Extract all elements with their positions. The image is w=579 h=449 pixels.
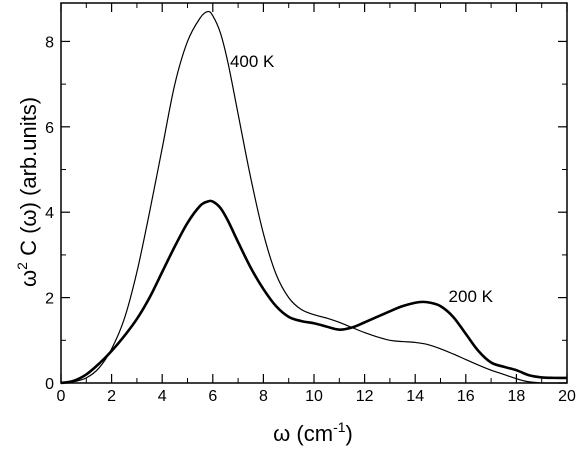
ticks-layer: 0 2 4 6 8 10 12 14 16 18 20 0 2 4 6 8 [45,3,576,405]
x-tick-label: 16 [457,388,475,405]
y-axis-title-superscript: 2 [14,262,30,270]
x-tick-label: 14 [406,388,424,405]
x-tick-label: 8 [259,388,268,405]
x-tick-label: 2 [107,388,116,405]
plot-frame [60,2,568,384]
x-tick-label: 20 [558,388,576,405]
x-tick-label: 6 [208,388,217,405]
y-tick-label: 6 [45,120,54,137]
y-axis-title: ω2 C (ω) (arb.units) [14,97,41,287]
x-axis-title: ω (cm-1) [273,419,353,446]
series-label-0: 400 K [230,52,275,71]
lines-layer [60,10,568,385]
x-tick-label: 0 [57,388,66,405]
labels-layer: 400 K 200 K [230,52,494,306]
y-axis-title-rest: C (ω) (arb.units) [16,97,41,262]
x-axis-title-end: ) [346,421,353,446]
y-axis-title-base: ω [16,270,41,287]
x-tick-label: 18 [508,388,526,405]
y-tick-label: 8 [45,34,54,51]
y-tick-label: 4 [45,205,54,222]
x-tick-label: 4 [158,388,167,405]
series-line-1 [60,199,568,385]
x-axis-title-superscript: -1 [333,419,346,435]
series-label-1: 200 K [449,287,494,306]
x-tick-label: 12 [356,388,374,405]
series-line-0 [60,10,567,384]
x-axis-title-base: ω (cm [273,421,333,446]
x-tick-label: 10 [305,388,323,405]
y-tick-label: 2 [45,291,54,308]
y-tick-label: 0 [45,376,54,393]
